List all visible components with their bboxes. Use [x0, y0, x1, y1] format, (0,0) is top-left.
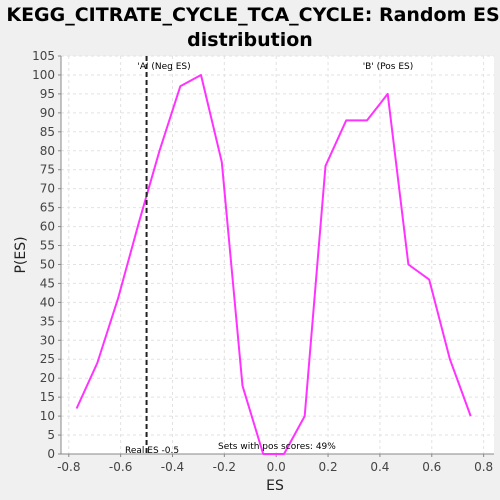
- tick-labels: 0 5 10 15 20 25 30 35 40 45 50 55 60 65 70 75 80 85 90 95 10…: [32, 49, 493, 474]
- series-lines: [75, 74, 472, 455]
- grid-lines: [61, 55, 494, 455]
- y-tick-label: 45: [40, 276, 55, 290]
- y-axis-label: P(ES): [13, 236, 29, 273]
- pos-es-label: 'B' (Pos ES): [363, 62, 414, 72]
- x-tick-label: -0.8: [57, 460, 80, 474]
- x-tick-label: 0.6: [422, 460, 441, 474]
- y-tick-label: 10: [40, 409, 55, 423]
- chart-title-line2: distribution: [187, 29, 313, 51]
- y-tick-label: 15: [40, 390, 55, 404]
- y-tick-label: 90: [40, 106, 55, 120]
- neg-es-label: 'A' (Neg ES): [137, 62, 190, 72]
- es-distribution-line: [75, 74, 472, 455]
- x-tick-label: -0.4: [161, 460, 184, 474]
- real-es-label: Real ES -0.5: [125, 446, 179, 456]
- y-tick-label: 0: [47, 447, 55, 461]
- y-tick-label: 55: [40, 239, 55, 253]
- y-tick-label: 50: [40, 257, 55, 271]
- x-tick-label: -0.2: [213, 460, 236, 474]
- y-tick-label: 100: [32, 68, 55, 82]
- y-tick-label: 65: [40, 201, 55, 215]
- y-tick-label: 75: [40, 163, 55, 177]
- x-axis-label: ES: [266, 478, 284, 494]
- y-tick-label: 85: [40, 125, 55, 139]
- y-tick-label: 30: [40, 333, 55, 347]
- y-tick-label: 60: [40, 220, 55, 234]
- x-tick-label: 0.2: [319, 460, 338, 474]
- x-tick-label: 0.8: [474, 460, 493, 474]
- pos-scores-label: Sets with pos scores: 49%: [218, 442, 336, 452]
- y-tick-label: 40: [40, 295, 55, 309]
- plot-area: [61, 56, 494, 454]
- x-tick-label: 0.0: [267, 460, 286, 474]
- y-tick-label: 5: [47, 428, 55, 442]
- y-tick-label: 70: [40, 182, 55, 196]
- y-tick-label: 95: [40, 87, 55, 101]
- y-tick-label: 35: [40, 314, 55, 328]
- x-tick-label: 0.4: [370, 460, 389, 474]
- x-tick-label: -0.6: [109, 460, 132, 474]
- y-tick-label: 20: [40, 371, 55, 385]
- y-tick-label: 25: [40, 352, 55, 366]
- y-tick-label: 105: [32, 49, 55, 63]
- chart-title-line1: KEGG_CITRATE_CYCLE_TCA_CYCLE: Random ES: [6, 4, 499, 26]
- y-tick-label: 80: [40, 144, 55, 158]
